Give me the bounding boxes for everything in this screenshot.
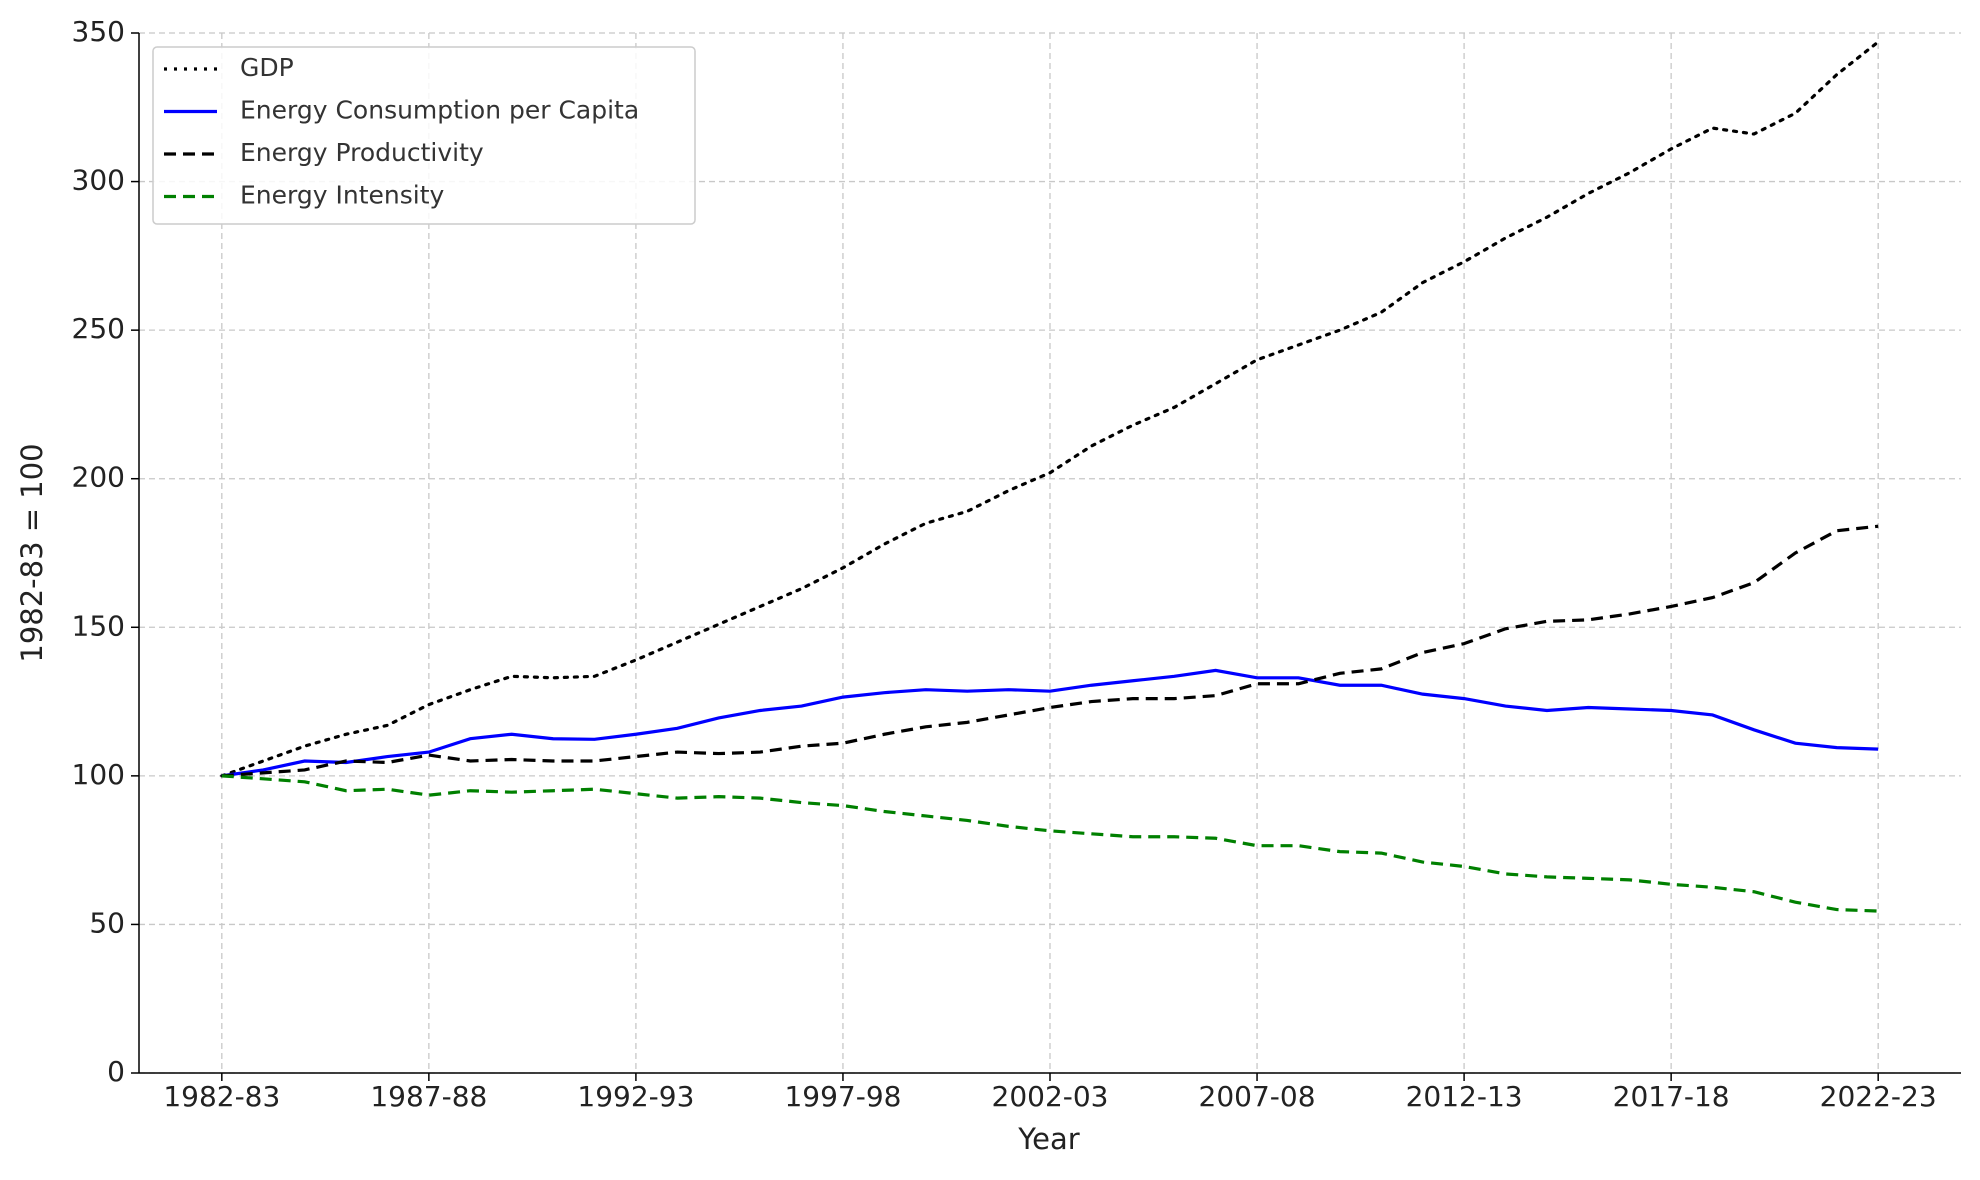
x-tick-label: 2007-08 [1199,1080,1316,1113]
series-line [221,668,1879,778]
y-axis-label: 1982-83 = 100 [15,443,49,662]
y-tick-label: 350 [72,15,125,48]
x-tick-label: 1982-83 [163,1080,280,1113]
legend-label: Energy Intensity [240,181,444,210]
x-tick-label: 1992-93 [577,1080,694,1113]
y-tick-label: 250 [72,312,125,345]
x-tick-label: 2022-23 [1820,1080,1937,1113]
y-tick-label: 150 [72,609,125,642]
y-tick-label: 0 [107,1055,125,1088]
x-axis-label: Year [1017,1122,1079,1156]
series-line [221,524,1879,778]
x-tick-label: 2002-03 [992,1080,1109,1113]
x-tick-label: 1987-88 [370,1080,487,1113]
legend: GDP Energy Consumption per Capita Energy P… [152,46,696,225]
series-line [220,40,1880,778]
legend-label: GDP [240,53,294,82]
y-tick-label: 200 [72,461,125,494]
x-tick-label: 2012-13 [1406,1080,1523,1113]
y-tick-label: 300 [72,164,125,197]
legend-label: Energy Consumption per Capita [240,96,639,125]
legend-box [152,46,696,225]
legend-label: Energy Productivity [240,138,484,167]
series-line [221,774,1879,913]
y-tick-label: 100 [72,758,125,791]
x-tick-label: 2017-18 [1613,1080,1730,1113]
x-tick-label: 1997-98 [784,1080,901,1113]
y-tick-label: 50 [89,906,125,939]
